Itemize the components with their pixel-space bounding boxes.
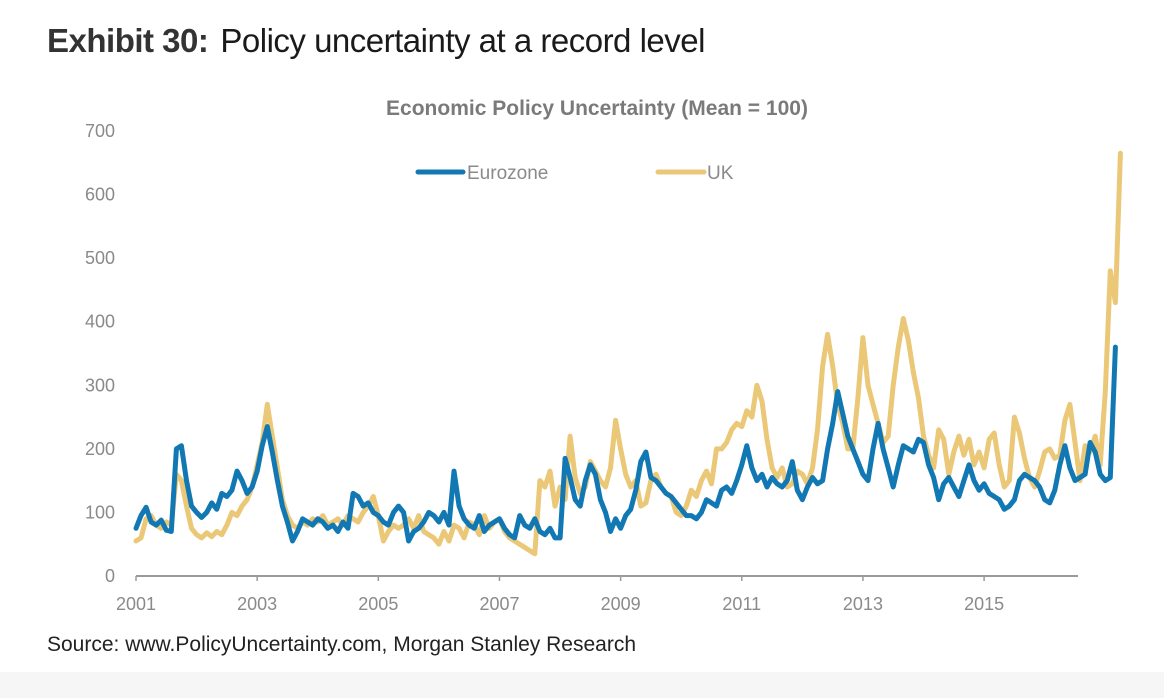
source-note: Source: www.PolicyUncertainty.com, Morga…: [47, 633, 637, 656]
x-axis: 2001 2003 2005 2007 2009 2011 2013 2015: [116, 575, 1078, 614]
x-tick-label: 2003: [237, 594, 277, 614]
y-axis: 0 100 200 300 400 500 600 700: [85, 121, 115, 586]
exhibit-title: Exhibit 30: Policy uncertainty at a recor…: [47, 22, 705, 60]
x-tick-label: 2013: [843, 594, 883, 614]
x-tick-label: 2011: [722, 594, 761, 614]
y-tick-label: 700: [85, 121, 115, 141]
series-line-uk: [133, 150, 1123, 557]
exhibit-number: Exhibit 30:: [47, 22, 209, 59]
legend: Eurozone UK: [415, 163, 734, 184]
exhibit-title-text: Policy uncertainty at a record level: [220, 22, 705, 59]
x-tick-label: 2007: [479, 594, 519, 614]
legend-label-eurozone: Eurozone: [467, 163, 548, 184]
series-line-eurozone: [133, 344, 1118, 544]
x-tick-label: 2005: [358, 594, 398, 614]
x-tick-label: 2009: [601, 594, 641, 614]
chart-title: Economic Policy Uncertainty (Mean = 100): [386, 97, 808, 120]
legend-label-uk: UK: [707, 163, 734, 184]
y-tick-label: 400: [85, 312, 115, 332]
y-tick-label: 500: [85, 248, 115, 268]
series-layer: [133, 150, 1123, 557]
y-tick-label: 300: [85, 375, 115, 395]
y-tick-label: 100: [85, 502, 115, 522]
x-tick-label: 2015: [964, 594, 1004, 614]
y-tick-label: 600: [85, 185, 115, 205]
bottom-band: [0, 672, 1164, 698]
y-tick-label: 200: [85, 439, 115, 459]
x-tick-label: 2001: [116, 594, 156, 614]
y-tick-label: 0: [105, 566, 115, 586]
